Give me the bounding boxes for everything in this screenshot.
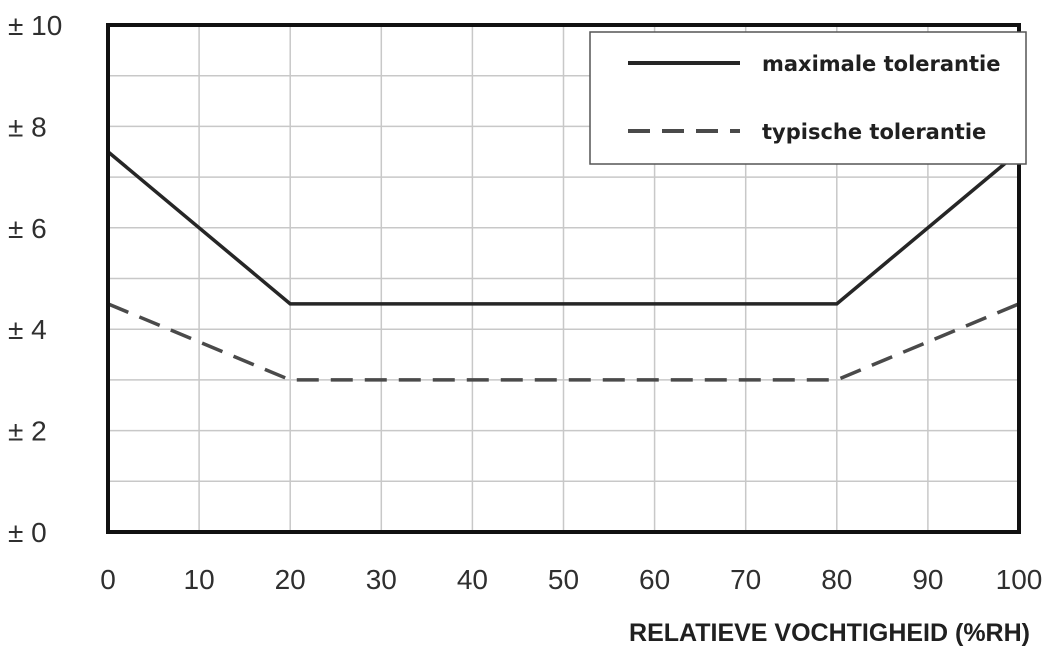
legend-label-typische-tolerantie: typische tolerantie <box>762 120 986 144</box>
series-lines <box>106 150 1021 382</box>
legend-box <box>589 31 1027 165</box>
x-tick-labels: 0 10 20 30 40 50 60 70 80 90 100 <box>100 564 1042 595</box>
x-tick-label: 10 <box>184 564 215 595</box>
series-line-maximale-tolerantie <box>106 150 1021 306</box>
x-tick-label: 0 <box>100 564 116 595</box>
x-tick-label: 100 <box>996 564 1043 595</box>
x-tick-label: 20 <box>275 564 306 595</box>
y-tick-label: ± 2 <box>8 416 47 447</box>
y-tick-label: ± 0 <box>8 517 47 548</box>
x-tick-label: 60 <box>639 564 670 595</box>
x-tick-label: 50 <box>548 564 579 595</box>
plot-frame <box>106 23 1021 534</box>
x-axis-label: RELATIEVE VOCHTIGHEID (%RH) <box>629 619 1030 647</box>
x-tick-label: 80 <box>821 564 852 595</box>
x-tick-label: 90 <box>912 564 943 595</box>
y-tick-label: ± 8 <box>8 111 47 142</box>
y-tick-label: ± 10 <box>8 10 62 41</box>
x-tick-label: 70 <box>730 564 761 595</box>
x-tick-label: 30 <box>366 564 397 595</box>
y-tick-label: ± 6 <box>8 213 47 244</box>
legend-label-maximale-tolerantie: maximale tolerantie <box>762 52 1000 76</box>
legend: maximale tolerantie typische tolerantie <box>589 31 1027 165</box>
y-tick-labels: ± 0 ± 2 ± 4 ± 6 ± 8 ± 10 <box>8 10 62 548</box>
y-tick-label: ± 4 <box>8 314 47 345</box>
x-tick-label: 40 <box>457 564 488 595</box>
